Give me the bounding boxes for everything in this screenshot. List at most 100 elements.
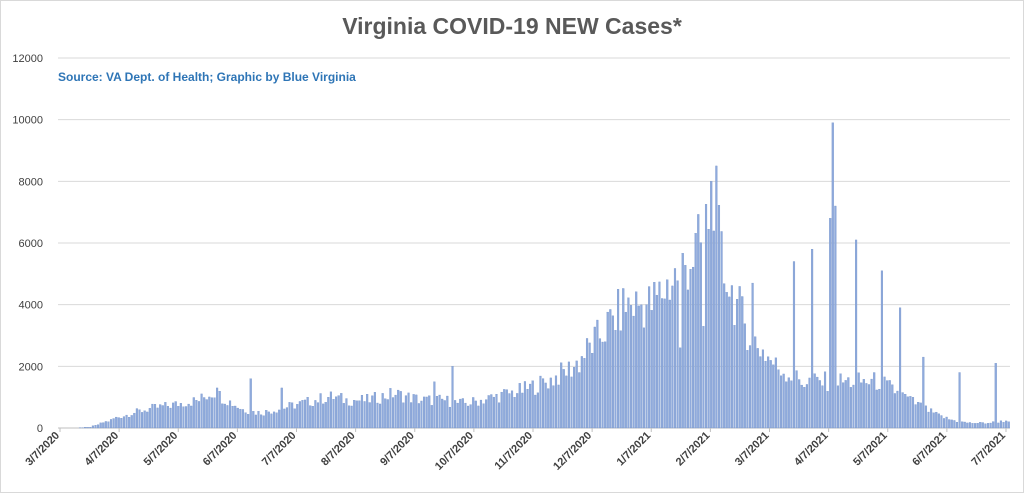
y-tick-label: 2000 bbox=[19, 361, 43, 373]
bar bbox=[379, 403, 382, 429]
bar bbox=[239, 408, 242, 429]
bar bbox=[901, 392, 904, 429]
bar bbox=[508, 393, 511, 429]
bar bbox=[291, 402, 294, 429]
bar bbox=[192, 397, 195, 429]
bar bbox=[684, 265, 687, 429]
bar bbox=[482, 403, 485, 429]
bar bbox=[971, 423, 974, 429]
bar bbox=[487, 395, 490, 429]
bar bbox=[697, 214, 700, 429]
bar bbox=[231, 405, 234, 429]
x-tick-label: 7/7/2020 bbox=[260, 430, 299, 469]
bar bbox=[717, 205, 721, 429]
bar bbox=[911, 397, 915, 429]
bar bbox=[438, 394, 441, 429]
bar bbox=[730, 285, 733, 429]
bar bbox=[446, 395, 449, 429]
bar bbox=[614, 330, 617, 429]
bar bbox=[932, 412, 935, 429]
bar bbox=[870, 378, 873, 429]
bar bbox=[303, 399, 307, 429]
bar bbox=[981, 422, 984, 429]
bar bbox=[353, 400, 356, 429]
bar bbox=[94, 425, 97, 429]
bar bbox=[412, 394, 415, 429]
bar bbox=[588, 342, 591, 429]
bar bbox=[847, 377, 850, 429]
bar bbox=[228, 400, 232, 429]
bar bbox=[888, 380, 891, 429]
bar bbox=[492, 396, 495, 429]
bar bbox=[275, 412, 278, 429]
bar bbox=[743, 323, 746, 429]
bar bbox=[875, 389, 878, 429]
bar bbox=[91, 425, 94, 429]
bar bbox=[769, 360, 772, 429]
bar bbox=[216, 387, 219, 429]
bar bbox=[521, 392, 524, 429]
bar bbox=[648, 286, 651, 429]
bar bbox=[417, 403, 420, 429]
x-tick-label: 6/7/2020 bbox=[201, 430, 240, 469]
bar bbox=[399, 391, 402, 429]
bar bbox=[407, 392, 410, 429]
bar bbox=[751, 282, 754, 429]
bar bbox=[702, 326, 705, 429]
bar bbox=[260, 414, 263, 429]
bar bbox=[917, 402, 920, 429]
bar bbox=[249, 378, 252, 429]
bar bbox=[161, 405, 164, 429]
bar bbox=[485, 399, 488, 429]
bar bbox=[710, 181, 713, 429]
bar bbox=[141, 412, 144, 429]
bar bbox=[1007, 421, 1010, 429]
bar bbox=[272, 411, 276, 429]
bar bbox=[296, 404, 299, 429]
bar bbox=[174, 401, 177, 429]
bar bbox=[278, 409, 281, 429]
bar bbox=[454, 400, 457, 429]
bar bbox=[153, 404, 157, 429]
bar bbox=[184, 406, 188, 429]
bar bbox=[236, 407, 239, 429]
bar bbox=[133, 412, 136, 429]
bar bbox=[151, 403, 154, 429]
bar bbox=[798, 379, 801, 429]
bar bbox=[479, 399, 483, 429]
bar bbox=[598, 338, 602, 429]
x-tick-label: 7/7/2021 bbox=[969, 430, 1008, 469]
bar bbox=[99, 422, 102, 429]
bar bbox=[999, 420, 1002, 429]
bar bbox=[104, 421, 107, 429]
bar bbox=[177, 406, 180, 429]
x-tick-label: 1/7/2021 bbox=[615, 430, 654, 469]
bar bbox=[668, 299, 671, 429]
bar bbox=[979, 422, 982, 429]
bar bbox=[746, 350, 749, 429]
bar bbox=[570, 376, 573, 429]
bar bbox=[650, 310, 653, 429]
bar bbox=[844, 380, 847, 429]
bar bbox=[283, 408, 286, 429]
bar bbox=[992, 421, 995, 429]
bar bbox=[539, 375, 542, 429]
x-tick-label: 4/7/2020 bbox=[82, 430, 121, 469]
bar bbox=[391, 397, 395, 429]
bar bbox=[97, 424, 100, 429]
bar bbox=[899, 307, 902, 429]
bar bbox=[886, 380, 889, 429]
bar bbox=[795, 370, 798, 429]
bar bbox=[880, 270, 883, 429]
x-tick-label: 3/7/2021 bbox=[733, 430, 772, 469]
bar bbox=[112, 418, 115, 429]
bar bbox=[575, 360, 578, 429]
bar bbox=[676, 280, 679, 429]
x-tick-label: 10/7/2020 bbox=[433, 430, 476, 473]
bar bbox=[347, 405, 351, 429]
bar bbox=[914, 404, 917, 429]
bar bbox=[640, 304, 643, 429]
bar bbox=[301, 400, 304, 429]
bar bbox=[619, 330, 622, 429]
bar bbox=[389, 388, 392, 429]
